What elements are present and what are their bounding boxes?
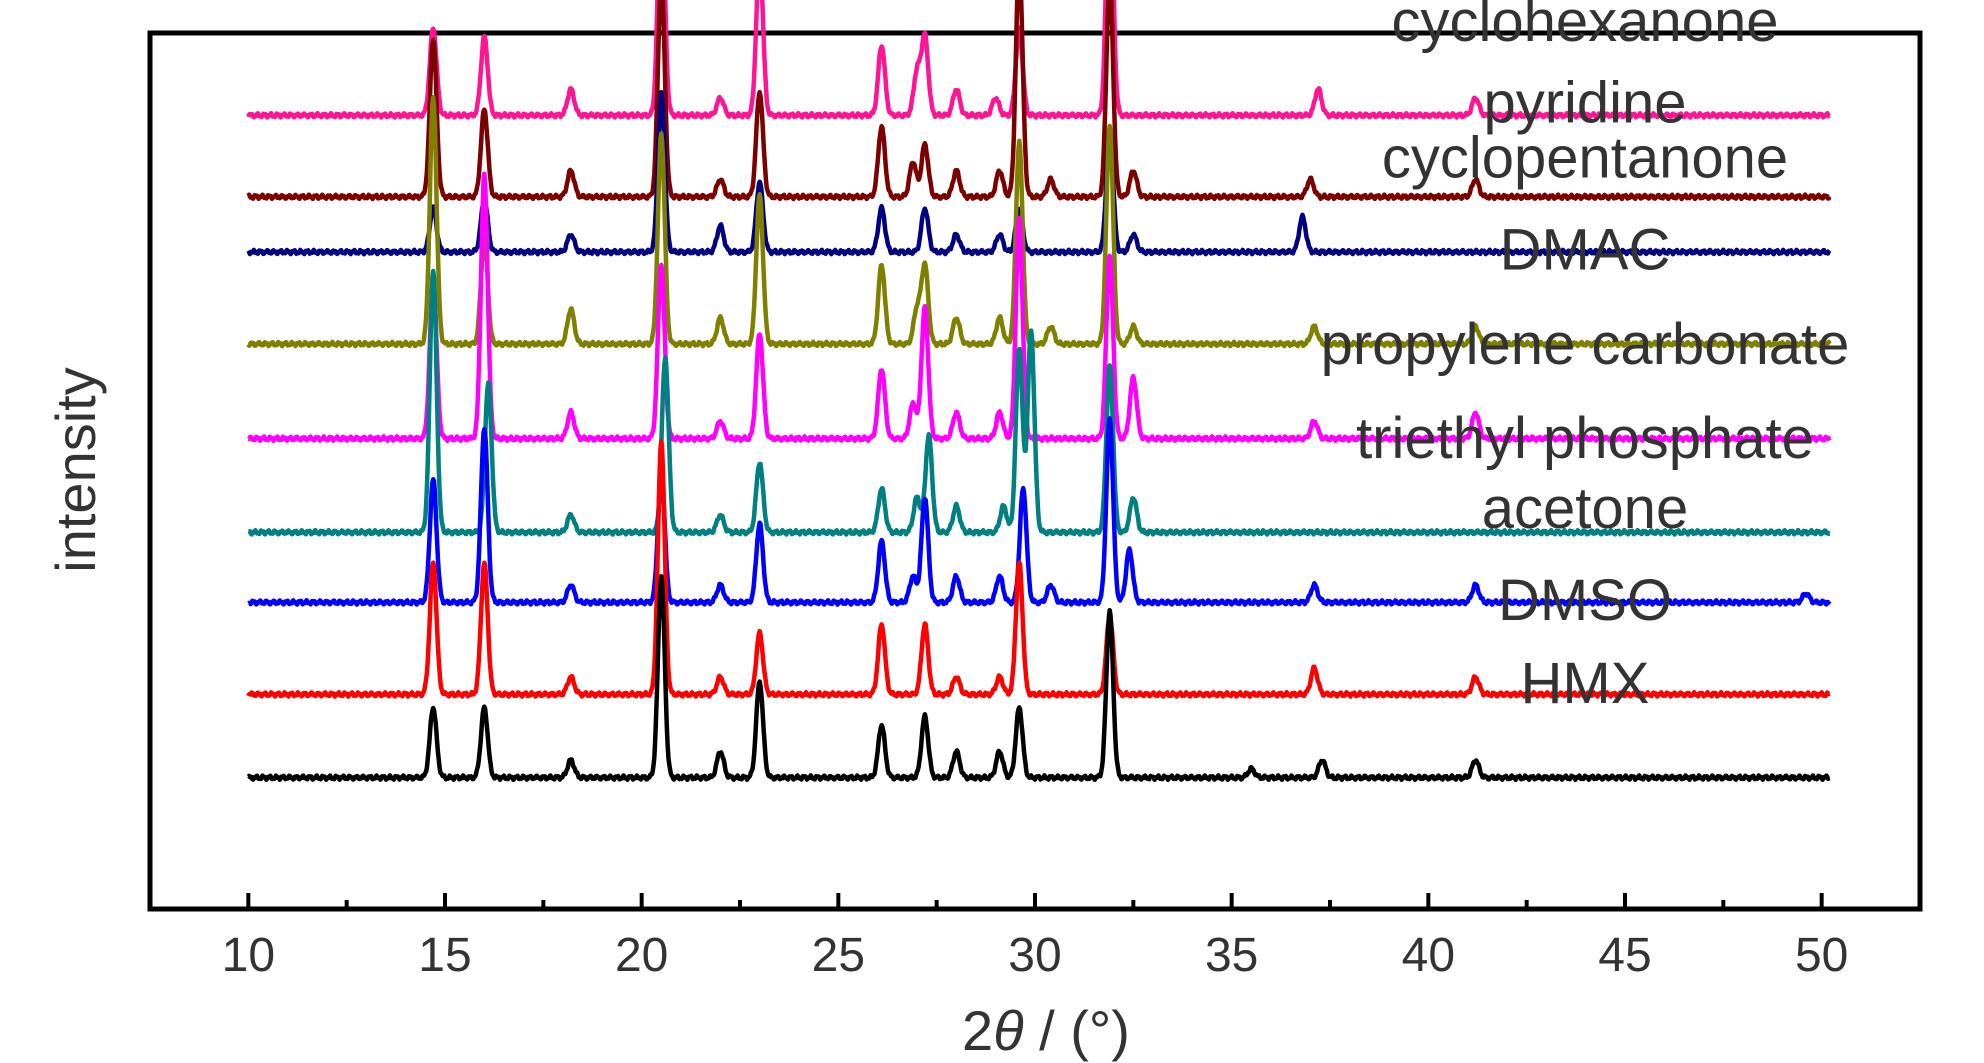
- series-label-triethyl-phosphate: triethyl phosphate: [1356, 406, 1814, 471]
- series-line-dmso: [246, 438, 1831, 699]
- y-axis-label: intensity: [44, 367, 107, 572]
- series-line-dmac: [246, 94, 1832, 349]
- x-tick-label: 30: [1008, 929, 1061, 982]
- x-tick-label: 25: [812, 929, 865, 982]
- x-tick-label: 15: [418, 929, 471, 982]
- series-line-cyclopentanone: [246, 89, 1832, 257]
- series-line-triethyl-phosphate: [246, 268, 1831, 537]
- x-axis-ticks: 10 15 20 25 30 35 40 45 50: [222, 893, 1848, 982]
- x-tick-label: 20: [615, 929, 668, 982]
- series-line-hmx: [246, 573, 1831, 783]
- x-tick-label: 40: [1402, 929, 1455, 982]
- series-label-propylene-carbonate: propylene carbonate: [1321, 312, 1850, 377]
- x-axis-label: 2θ / (°): [962, 999, 1130, 1062]
- x-axis-label-suffix: / (°): [1024, 999, 1130, 1062]
- series-label-acetone: acetone: [1482, 476, 1688, 541]
- x-axis-label-prefix: 2: [962, 999, 993, 1062]
- x-axis-label-var: θ: [993, 999, 1023, 1062]
- series-line-cyclohexanone: [246, 0, 1831, 120]
- series-label-dmso: DMSO: [1498, 568, 1672, 633]
- series-label-hmx: HMX: [1521, 651, 1650, 716]
- x-tick-label: 45: [1598, 929, 1651, 982]
- series-line-acetone: [246, 416, 1832, 607]
- series-line-propylene-carbonate: [246, 171, 1832, 444]
- traces-group: [246, 0, 1832, 783]
- series-label-cyclohexanone: cyclohexanone: [1392, 0, 1779, 54]
- series-line-pyridine: [246, 0, 1832, 202]
- x-tick-label: 35: [1205, 929, 1258, 982]
- series-label-dmac: DMAC: [1500, 218, 1671, 283]
- x-tick-label: 50: [1795, 929, 1848, 982]
- series-label-pyridine: pyridine: [1483, 70, 1686, 135]
- series-label-cyclopentanone: cyclopentanone: [1382, 126, 1788, 191]
- x-tick-label: 10: [222, 929, 275, 982]
